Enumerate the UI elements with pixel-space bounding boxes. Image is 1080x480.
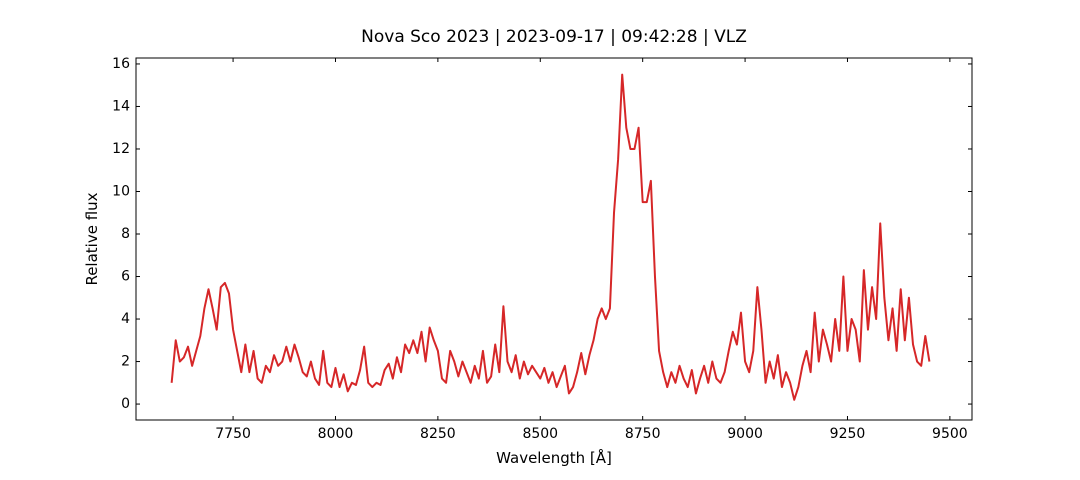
y-tick-label: 16: [112, 56, 130, 72]
x-tick-label: 9000: [727, 426, 763, 442]
spectrum-line: [170, 73, 931, 401]
chart-title: Nova Sco 2023 | 2023-09-17 | 09:42:28 | …: [361, 27, 747, 47]
y-tick-label: 12: [112, 141, 130, 157]
y-tick-label: 4: [121, 311, 130, 327]
y-tick-label: 10: [112, 183, 130, 199]
x-axis-label: Wavelength [Å]: [496, 448, 612, 467]
y-tick-label: 6: [121, 269, 130, 285]
x-tick-label: 9500: [932, 426, 968, 442]
y-tick-label: 8: [121, 226, 130, 242]
plot-frame: [135, 57, 973, 421]
x-tick-label: 8500: [522, 426, 558, 442]
y-axis-label: Relative flux: [83, 192, 101, 285]
x-tick-label: 9250: [830, 426, 866, 442]
x-tick-label: 8750: [625, 426, 661, 442]
y-tick-label: 2: [121, 354, 130, 370]
y-tick-label: 14: [112, 98, 130, 114]
y-tick-label: 0: [121, 396, 130, 412]
x-tick-label: 8250: [420, 426, 456, 442]
x-tick-label: 8000: [318, 426, 354, 442]
x-tick-label: 7750: [215, 426, 251, 442]
